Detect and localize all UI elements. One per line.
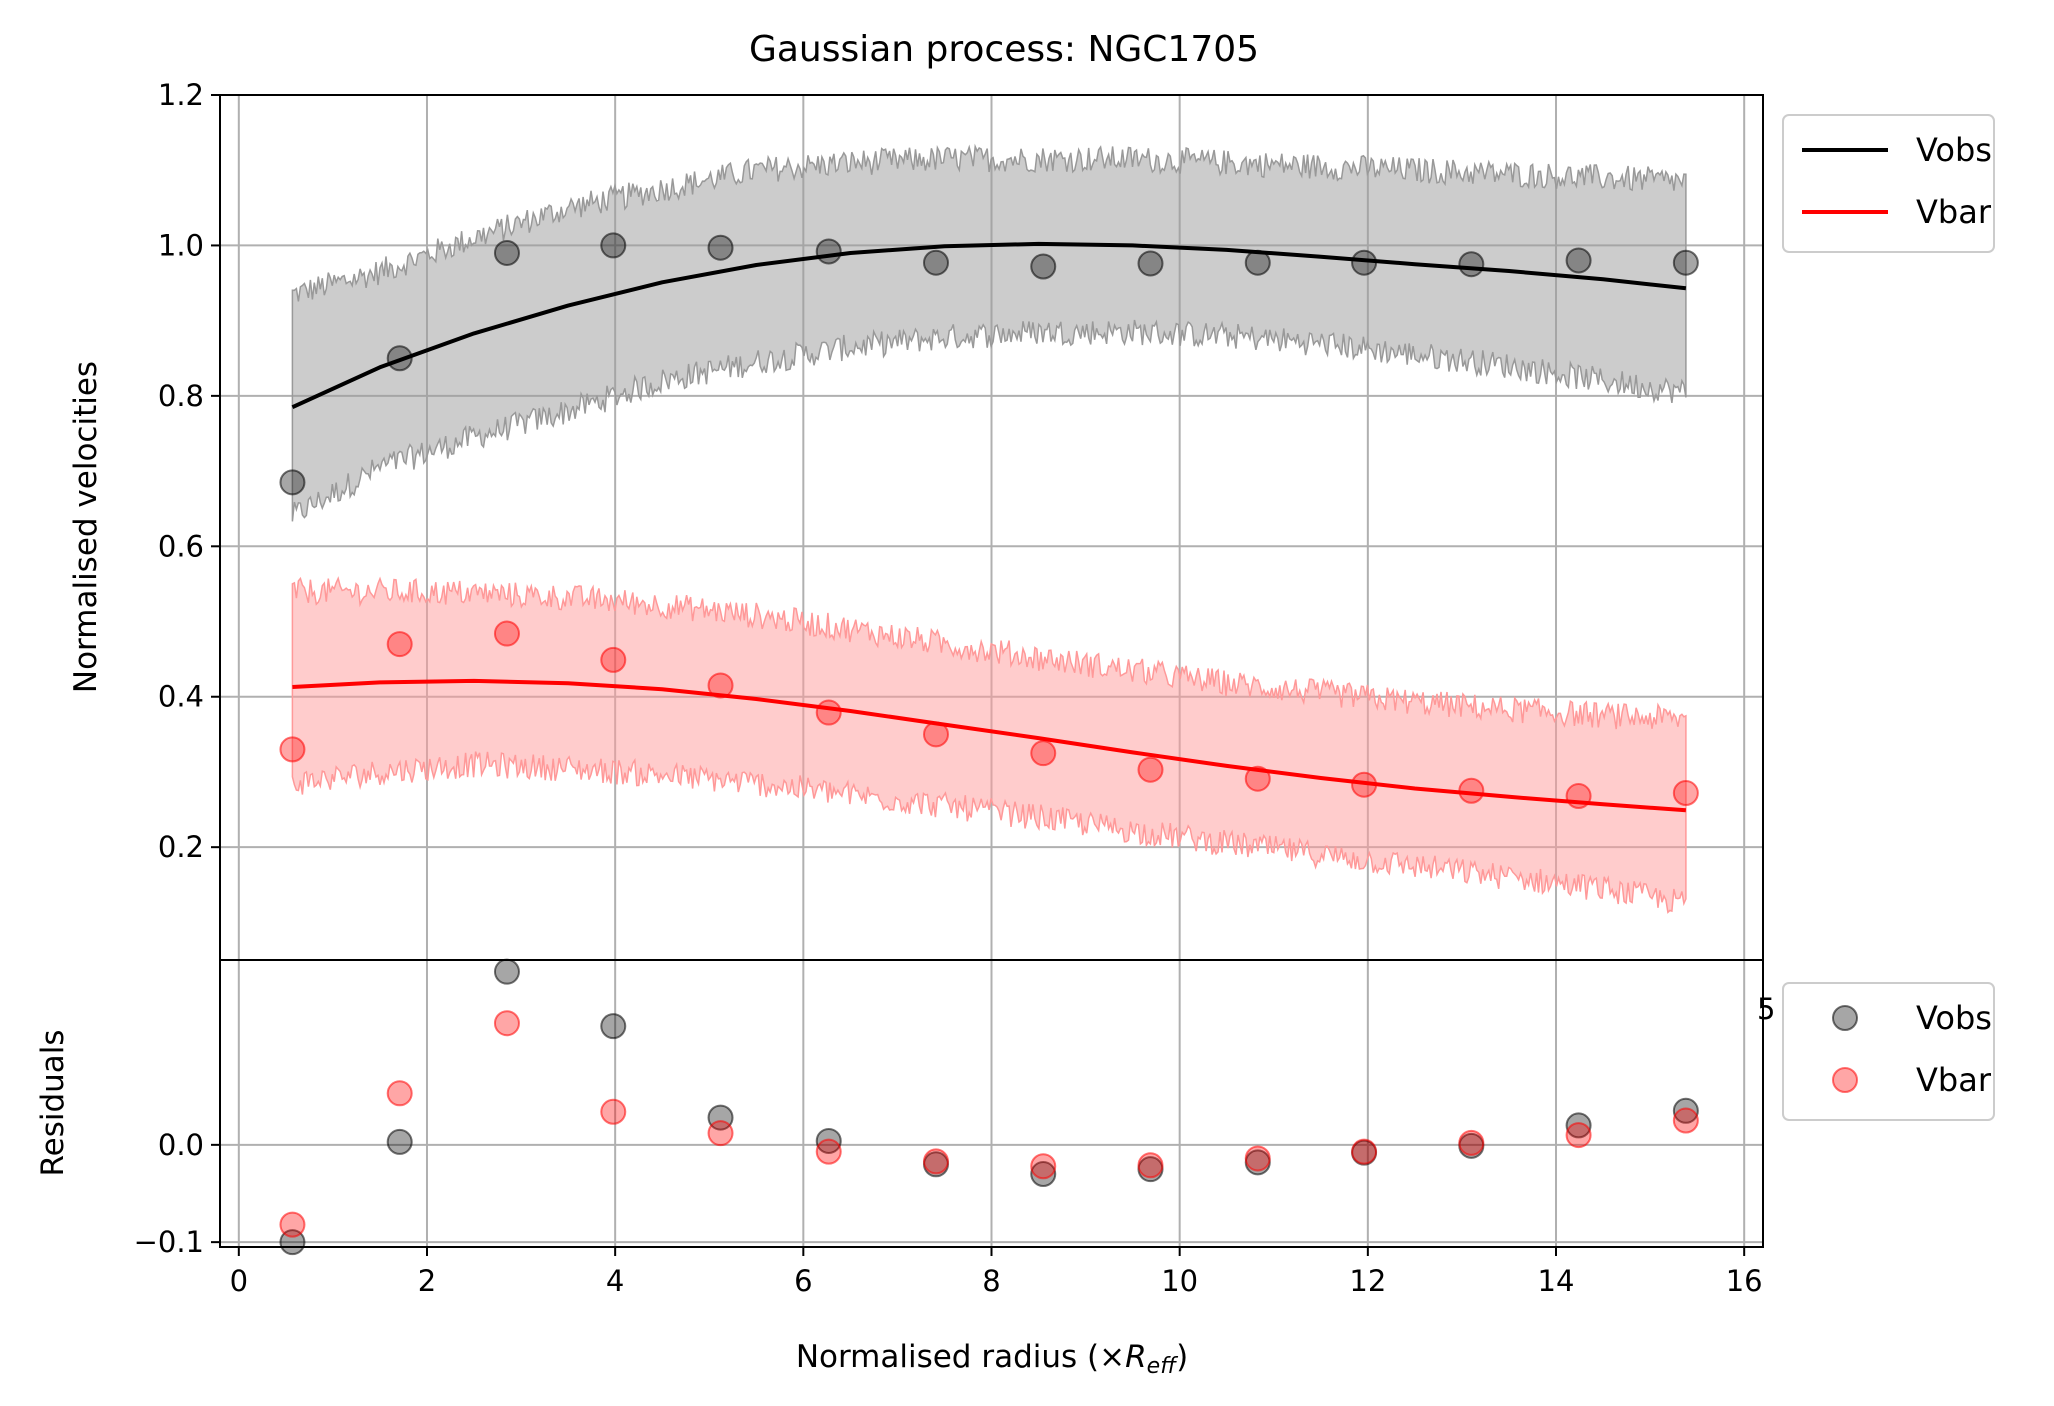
data-point-vobs bbox=[493, 239, 520, 266]
data-point-vobs bbox=[1030, 253, 1057, 280]
bottom-x-ticks: 0 2 4 6 8 10 12 14 16 bbox=[230, 1247, 1763, 1298]
legend-vobs-residual-label: Vobs bbox=[1916, 999, 1992, 1037]
data-point-vobs bbox=[1672, 249, 1699, 276]
bottom-gridlines bbox=[220, 960, 1763, 1247]
residual-point-vbar bbox=[1030, 1153, 1057, 1180]
x-tick-label: 12 bbox=[1349, 1264, 1386, 1298]
fit-line-vbar bbox=[292, 678, 1687, 813]
top-data-points bbox=[279, 232, 1699, 810]
residual-point-vbar bbox=[386, 1080, 413, 1107]
data-point-vbar bbox=[815, 699, 842, 726]
x-tick-label: 10 bbox=[1161, 1264, 1198, 1298]
data-point-vobs bbox=[1458, 251, 1485, 278]
residual-point-vbar bbox=[600, 1098, 627, 1125]
data-point-vobs bbox=[1137, 250, 1164, 277]
top-y-tick-label: 1.2 bbox=[158, 78, 204, 112]
residual-point-vbar bbox=[707, 1120, 734, 1147]
top-uncertainty-bands bbox=[291, 143, 1687, 914]
residual-point-vobs bbox=[815, 1127, 842, 1154]
legend-vbar-residual-label: Vbar bbox=[1916, 1061, 1992, 1099]
data-point-vbar bbox=[1030, 740, 1057, 767]
x-tick-label: 14 bbox=[1538, 1264, 1575, 1298]
residual-point-vbar bbox=[815, 1138, 842, 1165]
top-y-tick-label: 0.4 bbox=[158, 680, 204, 714]
legend-vobs-marker bbox=[1832, 1005, 1858, 1031]
x-axis-label-main: Normalised radius (× bbox=[796, 1339, 1125, 1375]
legend-vobs-label: Vobs bbox=[1916, 131, 1992, 169]
data-point-vbar bbox=[600, 646, 627, 673]
bottom-y-tick-label: −0.1 bbox=[134, 1225, 204, 1259]
residual-point-vobs bbox=[1565, 1112, 1592, 1139]
legend-vbar-marker bbox=[1832, 1067, 1858, 1093]
bottom-legend-box bbox=[1782, 982, 1995, 1121]
top-panel: 0.2 0.4 0.6 0.8 1.0 1.2 Normalised velocities bbox=[68, 78, 1764, 961]
data-point-vbar bbox=[1672, 780, 1699, 807]
residual-point-vobs bbox=[493, 958, 520, 985]
top-y-tick-label: 0.8 bbox=[158, 379, 204, 413]
residual-point-vbar bbox=[1565, 1122, 1592, 1149]
top-y-ticks: 0.2 0.4 0.6 0.8 1.0 1.2 bbox=[158, 78, 220, 864]
x-tick-label: 16 bbox=[1726, 1264, 1763, 1298]
residual-point-vobs bbox=[1672, 1097, 1699, 1124]
bottom-panel: 0.0 −0.1 0 2 4 6 8 10 12 14 16 Residuals 5 Normal… bbox=[35, 958, 1775, 1379]
residual-point-vobs bbox=[1030, 1161, 1057, 1188]
data-point-vobs bbox=[707, 234, 734, 261]
x-tick-label: 0 bbox=[230, 1264, 248, 1298]
data-point-vobs bbox=[922, 249, 949, 276]
bottom-y-ticks: 0.0 −0.1 bbox=[134, 1128, 220, 1259]
residual-point-vbar bbox=[1351, 1138, 1378, 1165]
data-point-vobs bbox=[815, 238, 842, 265]
stray-tick-label: 5 bbox=[1757, 992, 1775, 1026]
uncertainty-band-vobs bbox=[291, 143, 1687, 522]
top-y-tick-label: 0.6 bbox=[158, 529, 204, 563]
data-point-vbar bbox=[1137, 756, 1164, 783]
data-point-vobs bbox=[600, 232, 627, 259]
top-y-tick-label: 0.2 bbox=[158, 830, 204, 864]
uncertainty-band-vbar bbox=[291, 576, 1687, 914]
top-fit-lines bbox=[291, 241, 1687, 813]
residual-point-vobs bbox=[600, 1013, 627, 1040]
x-tick-label: 4 bbox=[606, 1264, 624, 1298]
bottom-legend: Vobs Vbar bbox=[1782, 982, 1995, 1121]
data-point-vbar bbox=[707, 672, 734, 699]
residual-point-vobs bbox=[386, 1128, 413, 1155]
x-axis-label-sub: eff bbox=[1147, 1354, 1179, 1379]
x-axis-label-end: ) bbox=[1176, 1339, 1188, 1375]
legend-vbar-label: Vbar bbox=[1916, 193, 1992, 231]
data-point-vbar bbox=[493, 620, 520, 647]
residual-point-vbar bbox=[493, 1010, 520, 1037]
bottom-y-axis-label: Residuals bbox=[35, 1029, 71, 1176]
data-point-vbar bbox=[279, 736, 306, 763]
data-point-vbar bbox=[1244, 765, 1271, 792]
bottom-y-tick-label: 0.0 bbox=[158, 1128, 204, 1162]
bottom-residual-points bbox=[279, 958, 1699, 1256]
top-y-axis-label: Normalised velocities bbox=[68, 361, 104, 693]
data-point-vobs bbox=[1565, 247, 1592, 274]
fit-line-vobs bbox=[291, 241, 1687, 410]
x-tick-label: 6 bbox=[794, 1264, 812, 1298]
top-legend: Vobs Vbar bbox=[1782, 114, 1995, 253]
top-y-tick-label: 1.0 bbox=[158, 228, 204, 262]
x-axis-label-r: R bbox=[1125, 1339, 1147, 1375]
data-point-vobs bbox=[279, 469, 306, 496]
residual-point-vbar bbox=[279, 1211, 306, 1238]
residual-point-vbar bbox=[1244, 1145, 1271, 1172]
chart-title: Gaussian process: NGC1705 bbox=[749, 29, 1259, 70]
data-point-vbar bbox=[386, 631, 413, 658]
residual-point-vbar bbox=[1137, 1152, 1164, 1179]
x-axis-label: Normalised radius (×Reff) bbox=[796, 1339, 1188, 1379]
x-tick-label: 2 bbox=[418, 1264, 436, 1298]
residual-point-vbar bbox=[1458, 1129, 1485, 1156]
x-tick-label: 8 bbox=[982, 1264, 1000, 1298]
residual-point-vbar bbox=[1672, 1107, 1699, 1134]
residual-point-vbar bbox=[922, 1148, 949, 1175]
